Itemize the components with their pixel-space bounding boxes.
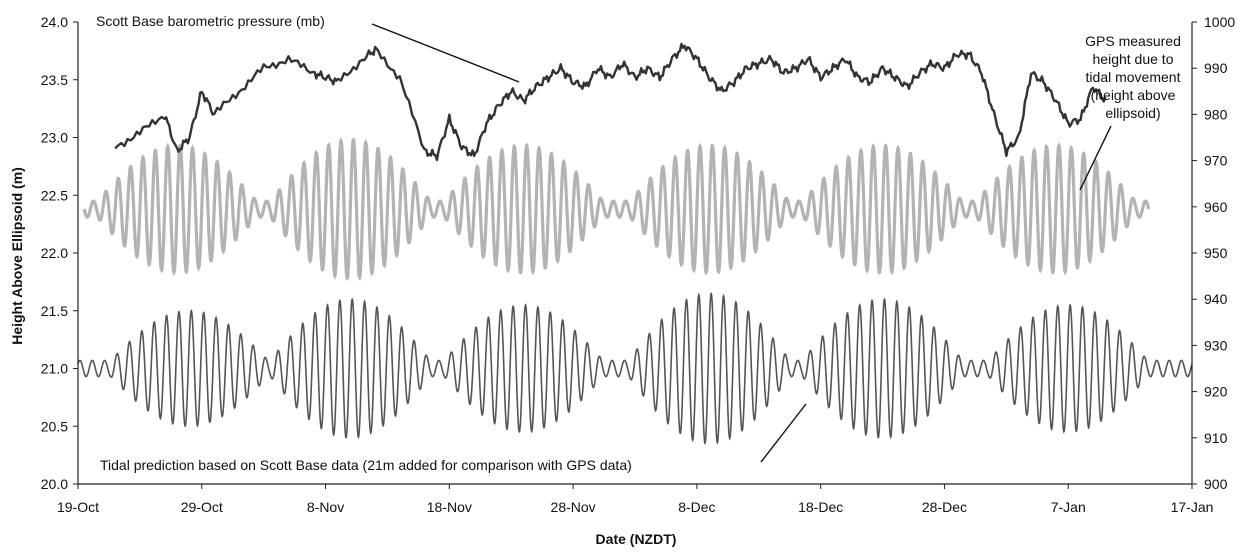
y2-tick-label: 970 (1204, 153, 1228, 169)
y2-tick-label: 940 (1204, 291, 1228, 307)
y-tick-label: 20.0 (41, 476, 68, 492)
x-tick-label: 7-Jan (1051, 499, 1086, 515)
y-tick-label: 21.5 (41, 303, 68, 319)
x-tick-label: 19-Oct (57, 499, 99, 515)
y2-tick-label: 920 (1204, 384, 1228, 400)
y-tick-label: 22.0 (41, 245, 68, 261)
gps-annotation-line-1: GPS measured (1085, 33, 1181, 49)
x-tick-label: 8-Dec (678, 499, 715, 515)
x-tick-label: 17-Jan (1171, 499, 1214, 515)
tidal-prediction-series (77, 292, 1193, 445)
y2-tick-label: 950 (1204, 245, 1228, 261)
y-tick-label: 23.5 (41, 72, 68, 88)
gps-height-line (82, 136, 1151, 282)
pressure-series (114, 42, 1107, 162)
y2-tick-label: 990 (1204, 60, 1228, 76)
y-tick-label: 21.0 (41, 361, 68, 377)
y-tick-label: 22.5 (41, 187, 68, 203)
annotations: Scott Base barometric pressure (mb) Tida… (96, 13, 1181, 473)
y2-tick-label: 960 (1204, 199, 1228, 215)
x-tick-label: 18-Dec (798, 499, 843, 515)
x-tick-label: 28-Nov (551, 499, 596, 515)
y-tick-label: 23.0 (41, 130, 68, 146)
gps-height-series (82, 136, 1151, 282)
y2-tick-label: 900 (1204, 476, 1228, 492)
y-tick-label: 20.5 (41, 418, 68, 434)
gps-annotation-line-3: tidal movement (1086, 69, 1181, 85)
gps-annotation-line-2: height due to (1093, 51, 1174, 67)
y2-tick-label: 930 (1204, 337, 1228, 353)
x-axis-title: Date (NZDT) (596, 531, 677, 547)
x-tick-label: 18-Nov (427, 499, 472, 515)
tidal-annotation: Tidal prediction based on Scott Base dat… (100, 457, 632, 473)
y2-tick-label: 980 (1204, 106, 1228, 122)
axes: 20.0 20.5 21.0 21.5 22.0 22.5 23.0 23.5 24.0 900 9… (41, 14, 1236, 515)
y2-tick-label: 1000 (1204, 14, 1235, 30)
pressure-line (114, 42, 1107, 162)
gps-annotation-line-5: ellipsoid) (1105, 105, 1160, 121)
gps-annotation-line-4: (height above (1091, 87, 1176, 103)
y-axis-title: Height Above Ellipsoid (m) (9, 167, 25, 345)
x-tick-label: 28-Dec (922, 499, 967, 515)
x-tick-label: 29-Oct (181, 499, 223, 515)
y-tick-label: 24.0 (41, 14, 68, 30)
tidal-prediction-line (77, 292, 1193, 445)
y2-tick-label: 910 (1204, 430, 1228, 446)
x-tick-label: 8-Nov (307, 499, 344, 515)
pressure-annotation: Scott Base barometric pressure (mb) (96, 13, 325, 29)
